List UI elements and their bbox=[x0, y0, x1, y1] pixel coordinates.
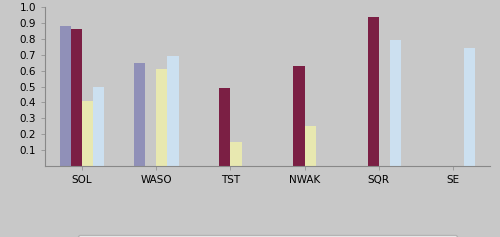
Bar bbox=[304, 126, 316, 166]
Bar bbox=[134, 63, 145, 166]
Bar bbox=[71, 29, 82, 166]
Bar bbox=[390, 41, 401, 166]
Bar bbox=[168, 56, 178, 166]
Bar bbox=[294, 66, 304, 166]
Legend: Morin et al 1994, Murtagh & Greenwood 1995, Pallesen et al 1998, Irwin et al 200: Morin et al 1994, Murtagh & Greenwood 19… bbox=[78, 235, 457, 237]
Bar bbox=[60, 26, 71, 166]
Bar bbox=[93, 87, 104, 166]
Bar bbox=[156, 69, 168, 166]
Bar bbox=[82, 101, 93, 166]
Bar bbox=[220, 88, 230, 166]
Bar bbox=[230, 142, 241, 166]
Bar bbox=[464, 48, 475, 166]
Bar bbox=[368, 17, 379, 166]
